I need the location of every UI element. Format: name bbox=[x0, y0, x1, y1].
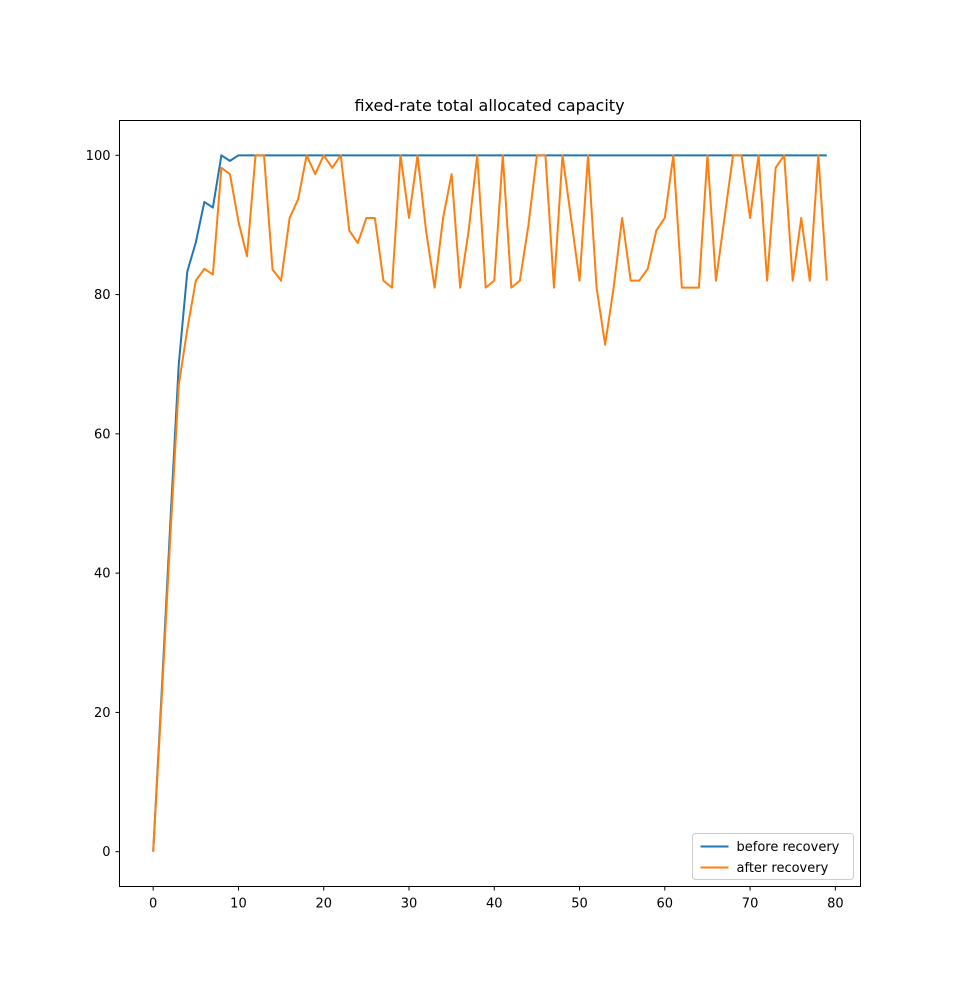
legend-label: after recovery bbox=[737, 861, 829, 876]
x-tick-label: 30 bbox=[401, 897, 418, 912]
x-tick-label: 10 bbox=[230, 897, 247, 912]
y-tick-label: 80 bbox=[94, 288, 111, 303]
y-tick-label: 0 bbox=[102, 845, 110, 860]
y-tick-label: 20 bbox=[94, 706, 111, 721]
x-tick-label: 80 bbox=[827, 897, 844, 912]
y-tick-label: 100 bbox=[86, 149, 111, 164]
legend-box bbox=[692, 833, 854, 880]
y-tick-label: 60 bbox=[94, 427, 111, 442]
x-tick-label: 60 bbox=[657, 897, 674, 912]
axes-frame bbox=[119, 120, 861, 887]
x-tick-label: 40 bbox=[486, 897, 503, 912]
x-tick-label: 50 bbox=[571, 897, 588, 912]
y-axis: 0 20 40 60 80 100 bbox=[86, 149, 120, 860]
y-tick-label: 40 bbox=[94, 567, 111, 582]
legend: before recovery after recovery bbox=[692, 833, 854, 880]
series-line-after-recovery bbox=[152, 154, 828, 852]
x-tick-label: 0 bbox=[149, 897, 157, 912]
x-axis: 0 10 20 30 40 50 60 70 80 bbox=[149, 886, 844, 912]
legend-label: before recovery bbox=[737, 840, 840, 855]
chart-title: fixed-rate total allocated capacity bbox=[354, 96, 624, 115]
x-tick-label: 20 bbox=[315, 897, 332, 912]
x-tick-label: 70 bbox=[742, 897, 759, 912]
plot-lines bbox=[152, 154, 828, 852]
series-line-before-recovery bbox=[152, 154, 827, 852]
